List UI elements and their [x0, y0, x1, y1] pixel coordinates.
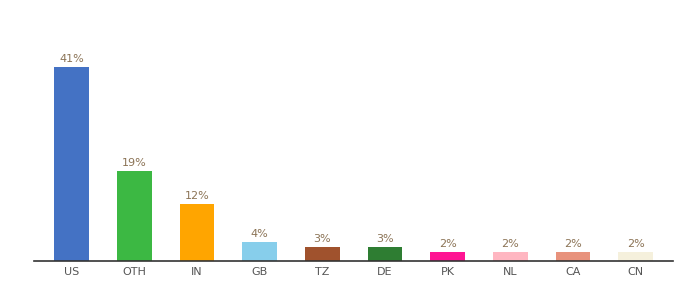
Bar: [493, 251, 528, 261]
Text: 41%: 41%: [59, 54, 84, 64]
Bar: [54, 67, 89, 261]
Text: 4%: 4%: [251, 229, 269, 239]
Bar: [242, 242, 277, 261]
Bar: [117, 171, 152, 261]
Bar: [556, 251, 590, 261]
Text: 2%: 2%: [501, 239, 519, 249]
Text: 3%: 3%: [313, 234, 331, 244]
Text: 2%: 2%: [439, 239, 456, 249]
Text: 19%: 19%: [122, 158, 147, 168]
Bar: [180, 204, 214, 261]
Text: 2%: 2%: [564, 239, 582, 249]
Bar: [368, 247, 402, 261]
Text: 2%: 2%: [627, 239, 645, 249]
Text: 12%: 12%: [184, 191, 209, 201]
Bar: [305, 247, 339, 261]
Text: 3%: 3%: [376, 234, 394, 244]
Bar: [618, 251, 653, 261]
Bar: [430, 251, 465, 261]
